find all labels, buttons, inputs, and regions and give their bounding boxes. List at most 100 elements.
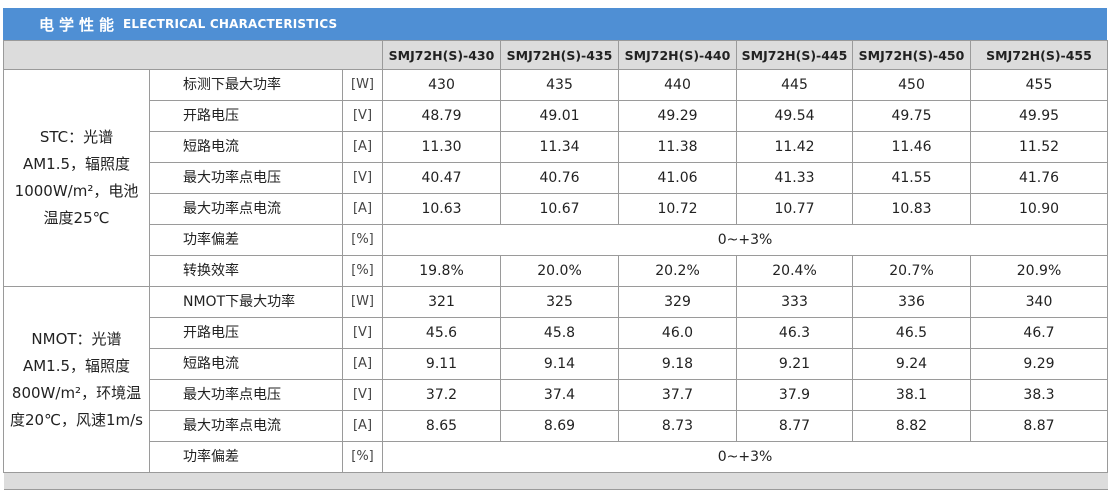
value-cell: 8.82 bbox=[852, 410, 972, 442]
value-cell: 336 bbox=[852, 286, 972, 318]
value-cell: 49.75 bbox=[852, 100, 972, 132]
model-header-cell: SMJ72H(S)-440 bbox=[618, 40, 738, 70]
value-cell: 48.79 bbox=[382, 100, 502, 132]
model-header-cell: SMJ72H(S)-430 bbox=[382, 40, 502, 70]
nmot-condition-cell: NMOT：光谱AM1.5，辐照度800W/m²，环境温度20℃，风速1m/s bbox=[3, 286, 150, 473]
value-cell: 41.76 bbox=[970, 162, 1109, 194]
table-row: 最大功率点电流 [A] 8.65 8.69 8.73 8.77 8.82 8.8… bbox=[4, 410, 1109, 442]
param-label: 标测下最大功率 bbox=[149, 69, 343, 101]
table-row: STC：光谱AM1.5，辐照度1000W/m²，电池温度25℃ 标测下最大功率 … bbox=[3, 69, 1109, 287]
section-title-cn: 电学性能 bbox=[39, 15, 120, 34]
value-cell: 49.01 bbox=[500, 100, 620, 132]
value-cell: 20.2% bbox=[618, 255, 738, 287]
value-cell: 45.6 bbox=[382, 317, 502, 349]
value-cell: 41.06 bbox=[618, 162, 738, 194]
unit-label: [%] bbox=[341, 255, 384, 287]
value-cell: 8.69 bbox=[500, 410, 620, 442]
value-cell: 11.52 bbox=[970, 131, 1109, 163]
table-row: 最大功率点电流 [A] 10.63 10.67 10.72 10.77 10.8… bbox=[4, 193, 1109, 225]
value-cell: 46.5 bbox=[852, 317, 972, 349]
value-cell: 38.3 bbox=[970, 379, 1109, 411]
unit-label: [V] bbox=[341, 100, 384, 132]
unit-label: [%] bbox=[341, 441, 384, 473]
value-cell: 435 bbox=[500, 69, 620, 101]
value-cell: 37.9 bbox=[736, 379, 854, 411]
stc-condition-cell: STC：光谱AM1.5，辐照度1000W/m²，电池温度25℃ bbox=[3, 69, 150, 287]
param-label: 开路电压 bbox=[149, 317, 343, 349]
value-cell: 10.63 bbox=[382, 193, 502, 225]
table-row: 功率偏差 [%] 0~+3% bbox=[4, 224, 1109, 256]
merged-value-cell: 0~+3% bbox=[382, 441, 1109, 473]
header-blank-cell bbox=[2, 40, 384, 70]
table-row: 短路电流 [A] 11.30 11.34 11.38 11.42 11.46 1… bbox=[4, 131, 1109, 163]
table-row: 最大功率点电压 [V] 40.47 40.76 41.06 41.33 41.5… bbox=[4, 162, 1109, 194]
value-cell: 9.18 bbox=[618, 348, 738, 380]
value-cell: 37.7 bbox=[618, 379, 738, 411]
value-cell: 340 bbox=[970, 286, 1109, 318]
table-row: NMOT：光谱AM1.5，辐照度800W/m²，环境温度20℃，风速1m/s N… bbox=[3, 286, 1109, 473]
value-cell: 20.7% bbox=[852, 255, 972, 287]
value-cell: 9.11 bbox=[382, 348, 502, 380]
merged-value-cell: 0~+3% bbox=[382, 224, 1109, 256]
value-cell: 10.72 bbox=[618, 193, 738, 225]
param-label: 短路电流 bbox=[149, 131, 343, 163]
param-label: 短路电流 bbox=[149, 348, 343, 380]
value-cell: 9.24 bbox=[852, 348, 972, 380]
unit-label: [V] bbox=[341, 162, 384, 194]
param-label: 最大功率点电压 bbox=[149, 162, 343, 194]
value-cell: 20.9% bbox=[970, 255, 1109, 287]
value-cell: 20.0% bbox=[500, 255, 620, 287]
value-cell: 49.95 bbox=[970, 100, 1109, 132]
footer-band-cell bbox=[3, 472, 1108, 490]
value-cell: 46.0 bbox=[618, 317, 738, 349]
value-cell: 37.4 bbox=[500, 379, 620, 411]
table-row: 转换效率 [%] 19.8% 20.0% 20.2% 20.4% 20.7% 2… bbox=[4, 255, 1109, 287]
value-cell: 8.73 bbox=[618, 410, 738, 442]
model-header-cell: SMJ72H(S)-455 bbox=[970, 40, 1109, 70]
table-row: 短路电流 [A] 9.11 9.14 9.18 9.21 9.24 9.29 bbox=[4, 348, 1109, 380]
value-cell: 9.14 bbox=[500, 348, 620, 380]
unit-label: [A] bbox=[341, 348, 384, 380]
param-label: 最大功率点电压 bbox=[149, 379, 343, 411]
value-cell: 10.90 bbox=[970, 193, 1109, 225]
unit-label: [A] bbox=[341, 410, 384, 442]
section-title-bar: 电学性能 ELECTRICAL CHARACTERISTICS bbox=[3, 8, 1107, 40]
param-label: 转换效率 bbox=[149, 255, 343, 287]
value-cell: 11.34 bbox=[500, 131, 620, 163]
unit-label: [%] bbox=[341, 224, 384, 256]
unit-label: [A] bbox=[341, 193, 384, 225]
value-cell: 8.65 bbox=[382, 410, 502, 442]
value-cell: 46.3 bbox=[736, 317, 854, 349]
model-header-cell: SMJ72H(S)-435 bbox=[500, 40, 620, 70]
value-cell: 11.42 bbox=[736, 131, 854, 163]
param-label: NMOT下最大功率 bbox=[149, 286, 343, 318]
unit-label: [A] bbox=[341, 131, 384, 163]
value-cell: 38.1 bbox=[852, 379, 972, 411]
unit-label: [W] bbox=[341, 69, 384, 101]
value-cell: 10.83 bbox=[852, 193, 972, 225]
value-cell: 430 bbox=[382, 69, 502, 101]
value-cell: 46.7 bbox=[970, 317, 1109, 349]
param-label: 开路电压 bbox=[149, 100, 343, 132]
value-cell: 49.29 bbox=[618, 100, 738, 132]
value-cell: 10.77 bbox=[736, 193, 854, 225]
value-cell: 325 bbox=[500, 286, 620, 318]
value-cell: 9.29 bbox=[970, 348, 1109, 380]
value-cell: 440 bbox=[618, 69, 738, 101]
value-cell: 455 bbox=[970, 69, 1109, 101]
unit-label: [V] bbox=[341, 379, 384, 411]
value-cell: 8.77 bbox=[736, 410, 854, 442]
value-cell: 20.4% bbox=[736, 255, 854, 287]
section-title-en: ELECTRICAL CHARACTERISTICS bbox=[123, 17, 338, 31]
value-cell: 41.55 bbox=[852, 162, 972, 194]
value-cell: 9.21 bbox=[736, 348, 854, 380]
value-cell: 41.33 bbox=[736, 162, 854, 194]
value-cell: 445 bbox=[736, 69, 854, 101]
unit-label: [W] bbox=[341, 286, 384, 318]
param-label: 最大功率点电流 bbox=[149, 193, 343, 225]
value-cell: 321 bbox=[382, 286, 502, 318]
value-cell: 10.67 bbox=[500, 193, 620, 225]
param-label: 功率偏差 bbox=[149, 224, 343, 256]
value-cell: 333 bbox=[736, 286, 854, 318]
param-label: 最大功率点电流 bbox=[149, 410, 343, 442]
